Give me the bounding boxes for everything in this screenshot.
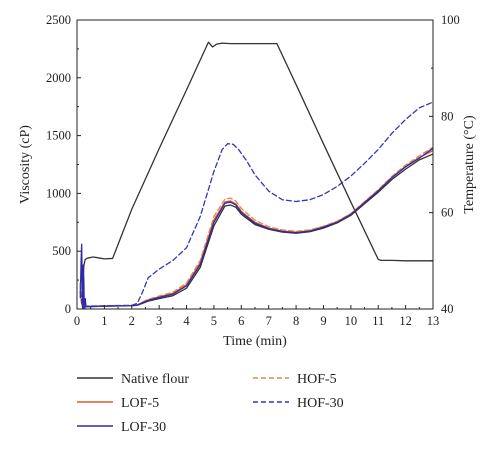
- legend-label: LOF-5: [121, 396, 159, 411]
- y-tick-label: 500: [52, 244, 71, 258]
- x-axis-ticks: 0 1 2 3 4 5 6 7 8 9 10 11 12 13: [74, 305, 439, 328]
- legend-item-lof-30: LOF-30: [77, 420, 166, 435]
- x-tick-label: 9: [320, 314, 326, 328]
- x-tick-label: 8: [293, 314, 299, 328]
- y-axis-ticks: 0 500 1000 1500 2000 2500: [46, 13, 81, 316]
- x-tick-label: 2: [129, 314, 135, 328]
- legend-item-hof-5: HOF-5: [253, 372, 337, 387]
- series-line-lof-5: [79, 149, 433, 308]
- x-tick-label: 12: [399, 314, 412, 328]
- y-tick-label: 2500: [46, 13, 71, 27]
- legend-label: HOF-30: [297, 396, 344, 411]
- y-tick-label: 1500: [46, 129, 71, 143]
- legend-item-lof-5: LOF-5: [77, 396, 159, 411]
- legend-label: LOF-30: [121, 420, 166, 435]
- x-tick-label: 6: [238, 314, 244, 328]
- x-tick-label: 0: [74, 314, 80, 328]
- legend-item-native-flour: Native flour: [77, 372, 189, 387]
- x-tick-label: 5: [211, 314, 217, 328]
- legend-label: Native flour: [121, 372, 189, 387]
- series-line-temperature: [80, 41, 433, 291]
- x-tick-label: 13: [427, 314, 440, 328]
- y2-axis-title: Temperature (°C): [462, 115, 477, 214]
- x-tick-label: 4: [183, 314, 190, 328]
- y-axis-title: Viscosity (cP): [18, 125, 33, 204]
- plot-frame: [76, 19, 434, 310]
- series-line-hof-30: [79, 101, 433, 308]
- x-tick-label: 3: [156, 314, 162, 328]
- legend: Native flour LOF-5 LOF-30 HOF-5 HOF-30: [77, 372, 344, 435]
- x-tick-label: 1: [101, 314, 107, 328]
- y-tick-label: 0: [65, 302, 71, 316]
- x-tick-label: 11: [372, 314, 384, 328]
- y-tick-label: 1000: [46, 186, 71, 200]
- plot-lines: [79, 41, 433, 309]
- x-axis-title: Time (min): [223, 334, 287, 349]
- x-tick-label: 7: [266, 314, 272, 328]
- y2-tick-label: 60: [441, 206, 454, 220]
- y2-axis-ticks: 40 60 80 100: [429, 13, 460, 316]
- x-tick-label: 10: [345, 314, 358, 328]
- legend-item-hof-30: HOF-30: [253, 396, 344, 411]
- y-tick-label: 2000: [46, 71, 71, 85]
- series-line-lof-30: [79, 147, 433, 309]
- y2-tick-label: 80: [441, 109, 454, 123]
- y2-tick-label: 100: [441, 13, 460, 27]
- y2-tick-label: 40: [441, 302, 454, 316]
- legend-label: HOF-5: [297, 372, 337, 387]
- series-line-hof-5: [79, 146, 433, 309]
